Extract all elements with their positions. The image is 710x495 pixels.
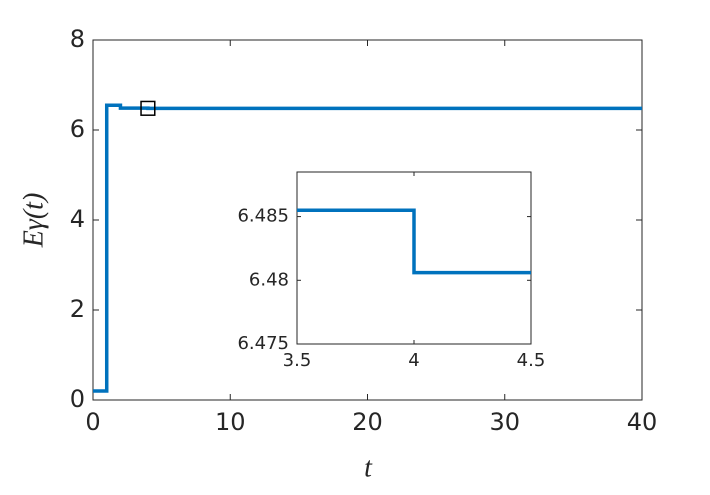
y-axis-label: Eγ(t) [18,193,49,249]
data-line [297,208,531,275]
x-tick-label: 4 [408,350,419,371]
y-tick-label: 6.48 [249,269,289,290]
zoom-box [140,100,156,116]
y-tick-label: 6 [70,115,85,143]
x-tick-label: 3.5 [283,350,312,371]
x-tick-label: 30 [489,408,520,436]
y-tick-label: 8 [70,25,85,53]
x-axis-label: t [364,452,373,483]
x-tick-label: 10 [215,408,246,436]
data-line [93,103,642,393]
y-tick-label: 4 [70,205,85,233]
y-tick-label: 2 [70,295,85,323]
x-tick-label: 0 [85,408,100,436]
y-tick-label: 0 [70,385,85,413]
x-tick-label: 20 [352,408,383,436]
x-tick-label: 4.5 [517,350,546,371]
y-tick-label: 6.475 [237,333,289,354]
x-tick-label: 40 [627,408,658,436]
y-tick-label: 6.485 [237,206,289,227]
